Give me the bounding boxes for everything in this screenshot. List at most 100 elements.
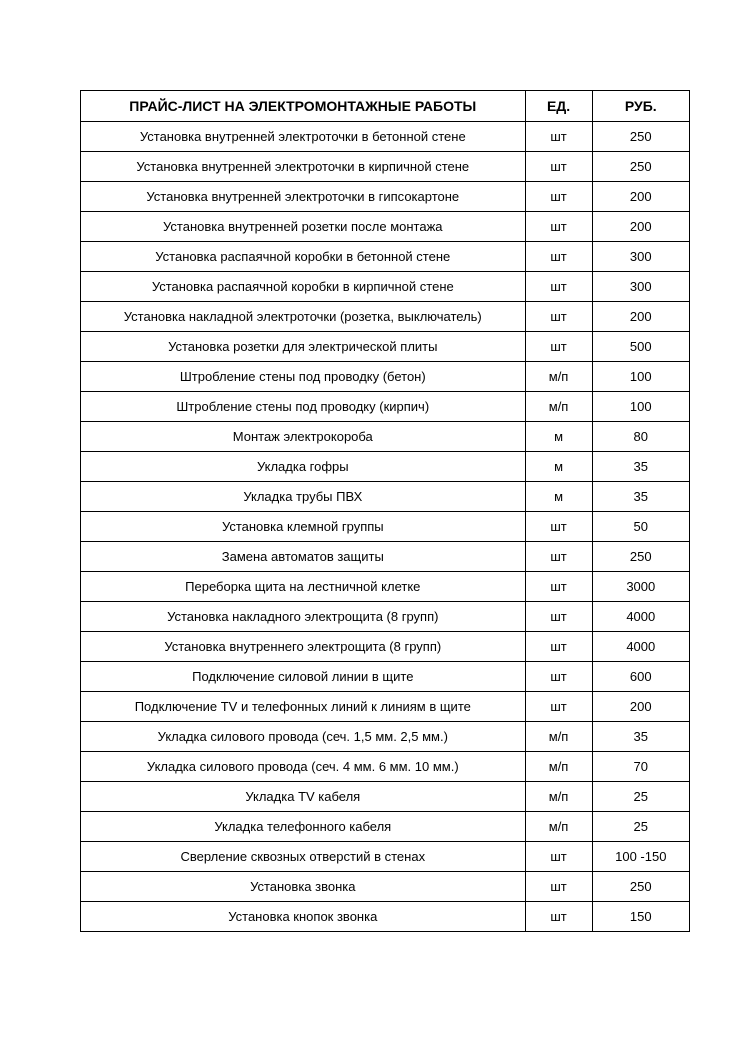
table-header-row: ПРАЙС-ЛИСТ НА ЭЛЕКТРОМОНТАЖНЫЕ РАБОТЫ ЕД… xyxy=(81,91,690,122)
cell-description: Установка звонка xyxy=(81,872,526,902)
cell-unit: м/п xyxy=(525,812,592,842)
cell-price: 100 -150 xyxy=(592,842,689,872)
cell-price: 3000 xyxy=(592,572,689,602)
cell-description: Установка распаячной коробки в бетонной … xyxy=(81,242,526,272)
cell-unit: шт xyxy=(525,242,592,272)
header-unit: ЕД. xyxy=(525,91,592,122)
cell-price: 500 xyxy=(592,332,689,362)
table-row: Установка внутренней электроточки в кирп… xyxy=(81,152,690,182)
cell-unit: шт xyxy=(525,302,592,332)
header-price: РУБ. xyxy=(592,91,689,122)
table-row: Установка клемной группышт50 xyxy=(81,512,690,542)
table-row: Штробление стены под проводку (кирпич)м/… xyxy=(81,392,690,422)
cell-unit: шт xyxy=(525,212,592,242)
cell-price: 200 xyxy=(592,182,689,212)
cell-unit: шт xyxy=(525,332,592,362)
cell-unit: шт xyxy=(525,512,592,542)
cell-price: 4000 xyxy=(592,632,689,662)
table-row: Укладка гофрым35 xyxy=(81,452,690,482)
table-row: Установка распаячной коробки в бетонной … xyxy=(81,242,690,272)
cell-unit: шт xyxy=(525,182,592,212)
table-row: Укладка телефонного кабелям/п25 xyxy=(81,812,690,842)
cell-price: 300 xyxy=(592,272,689,302)
cell-description: Установка внутренней электроточки в гипс… xyxy=(81,182,526,212)
table-row: Укладка TV кабелям/п25 xyxy=(81,782,690,812)
cell-unit: шт xyxy=(525,152,592,182)
cell-description: Установка кнопок звонка xyxy=(81,902,526,932)
cell-unit: шт xyxy=(525,842,592,872)
cell-unit: шт xyxy=(525,542,592,572)
cell-unit: шт xyxy=(525,902,592,932)
cell-description: Переборка щита на лестничной клетке xyxy=(81,572,526,602)
table-row: Сверление сквозных отверстий в стенахшт1… xyxy=(81,842,690,872)
cell-price: 600 xyxy=(592,662,689,692)
cell-price: 150 xyxy=(592,902,689,932)
cell-unit: шт xyxy=(525,122,592,152)
table-row: Установка накладной электроточки (розетк… xyxy=(81,302,690,332)
cell-description: Установка клемной группы xyxy=(81,512,526,542)
cell-unit: м/п xyxy=(525,362,592,392)
cell-unit: шт xyxy=(525,662,592,692)
cell-price: 100 xyxy=(592,392,689,422)
table-row: Установка внутреннего электрощита (8 гру… xyxy=(81,632,690,662)
table-row: Переборка щита на лестничной клеткешт300… xyxy=(81,572,690,602)
cell-unit: м xyxy=(525,452,592,482)
cell-price: 250 xyxy=(592,872,689,902)
table-row: Штробление стены под проводку (бетон)м/п… xyxy=(81,362,690,392)
table-row: Укладка силового провода (сеч. 4 мм. 6 м… xyxy=(81,752,690,782)
cell-price: 200 xyxy=(592,302,689,332)
cell-description: Монтаж электрокороба xyxy=(81,422,526,452)
cell-price: 100 xyxy=(592,362,689,392)
table-row: Замена автоматов защитышт250 xyxy=(81,542,690,572)
cell-price: 50 xyxy=(592,512,689,542)
cell-price: 80 xyxy=(592,422,689,452)
cell-unit: м/п xyxy=(525,392,592,422)
cell-price: 70 xyxy=(592,752,689,782)
cell-price: 35 xyxy=(592,482,689,512)
cell-description: Подключение TV и телефонных линий к лини… xyxy=(81,692,526,722)
table-header: ПРАЙС-ЛИСТ НА ЭЛЕКТРОМОНТАЖНЫЕ РАБОТЫ ЕД… xyxy=(81,91,690,122)
cell-unit: м/п xyxy=(525,752,592,782)
cell-description: Установка внутреннего электрощита (8 гру… xyxy=(81,632,526,662)
cell-price: 4000 xyxy=(592,602,689,632)
cell-description: Штробление стены под проводку (бетон) xyxy=(81,362,526,392)
price-list-table: ПРАЙС-ЛИСТ НА ЭЛЕКТРОМОНТАЖНЫЕ РАБОТЫ ЕД… xyxy=(80,90,690,932)
table-row: Установка розетки для электрической плит… xyxy=(81,332,690,362)
cell-description: Установка розетки для электрической плит… xyxy=(81,332,526,362)
cell-price: 200 xyxy=(592,692,689,722)
cell-price: 35 xyxy=(592,722,689,752)
cell-price: 25 xyxy=(592,782,689,812)
cell-price: 25 xyxy=(592,812,689,842)
table-row: Установка внутренней электроточки в бето… xyxy=(81,122,690,152)
table-row: Установка кнопок звонкашт150 xyxy=(81,902,690,932)
table-row: Подключение силовой линии в щитешт600 xyxy=(81,662,690,692)
cell-unit: шт xyxy=(525,602,592,632)
cell-description: Укладка трубы ПВХ xyxy=(81,482,526,512)
cell-price: 300 xyxy=(592,242,689,272)
header-description: ПРАЙС-ЛИСТ НА ЭЛЕКТРОМОНТАЖНЫЕ РАБОТЫ xyxy=(81,91,526,122)
cell-price: 250 xyxy=(592,152,689,182)
table-row: Установка внутренней розетки после монта… xyxy=(81,212,690,242)
cell-description: Укладка силового провода (сеч. 4 мм. 6 м… xyxy=(81,752,526,782)
cell-price: 250 xyxy=(592,122,689,152)
cell-description: Замена автоматов защиты xyxy=(81,542,526,572)
table-row: Установка звонкашт250 xyxy=(81,872,690,902)
cell-description: Подключение силовой линии в щите xyxy=(81,662,526,692)
cell-price: 35 xyxy=(592,452,689,482)
cell-description: Установка внутренней электроточки в бето… xyxy=(81,122,526,152)
cell-description: Установка накладного электрощита (8 груп… xyxy=(81,602,526,632)
cell-description: Установка распаячной коробки в кирпичной… xyxy=(81,272,526,302)
cell-description: Укладка гофры xyxy=(81,452,526,482)
cell-unit: м/п xyxy=(525,782,592,812)
cell-description: Укладка силового провода (сеч. 1,5 мм. 2… xyxy=(81,722,526,752)
table-row: Установка распаячной коробки в кирпичной… xyxy=(81,272,690,302)
cell-description: Сверление сквозных отверстий в стенах xyxy=(81,842,526,872)
table-row: Подключение TV и телефонных линий к лини… xyxy=(81,692,690,722)
cell-unit: шт xyxy=(525,272,592,302)
cell-unit: шт xyxy=(525,632,592,662)
cell-unit: м xyxy=(525,422,592,452)
table-row: Установка накладного электрощита (8 груп… xyxy=(81,602,690,632)
table-row: Установка внутренней электроточки в гипс… xyxy=(81,182,690,212)
cell-description: Установка накладной электроточки (розетк… xyxy=(81,302,526,332)
cell-description: Установка внутренней розетки после монта… xyxy=(81,212,526,242)
